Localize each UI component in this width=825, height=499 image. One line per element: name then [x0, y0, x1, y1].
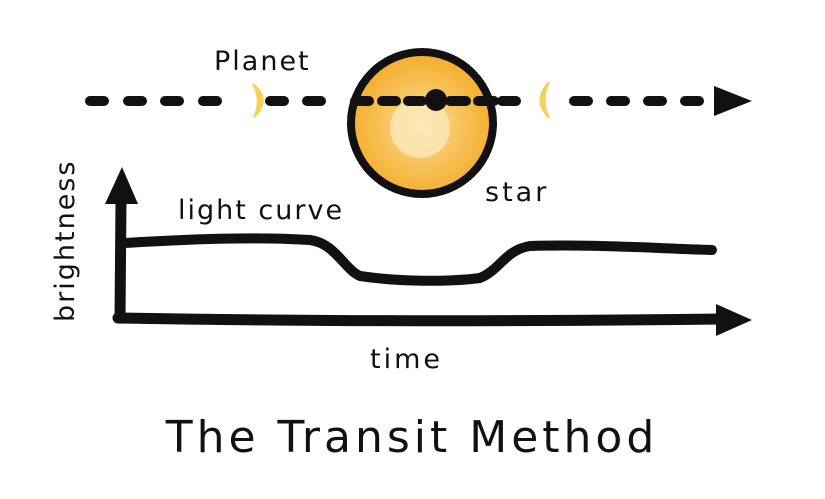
planet-label: Planet	[214, 46, 311, 77]
x-axis-line	[112, 312, 728, 327]
diagram-title: The Transit Method	[165, 412, 659, 463]
y-axis-line	[114, 194, 127, 324]
axes	[105, 167, 752, 336]
planet-crescent-after	[539, 81, 550, 119]
y-axis-label: brightness	[50, 160, 81, 322]
x-axis-arrowhead	[716, 304, 752, 336]
x-axis-label: time	[370, 344, 443, 375]
star-inner-glow	[390, 98, 450, 158]
light-curve-label: light curve	[178, 195, 344, 226]
planet-in-transit	[425, 89, 447, 111]
planet-crescent-before	[252, 83, 264, 118]
orbit-arrowhead	[714, 86, 752, 116]
light-curve-line	[119, 233, 717, 286]
star	[347, 48, 497, 198]
y-axis-arrowhead	[105, 167, 138, 204]
star-label: star	[485, 177, 549, 208]
